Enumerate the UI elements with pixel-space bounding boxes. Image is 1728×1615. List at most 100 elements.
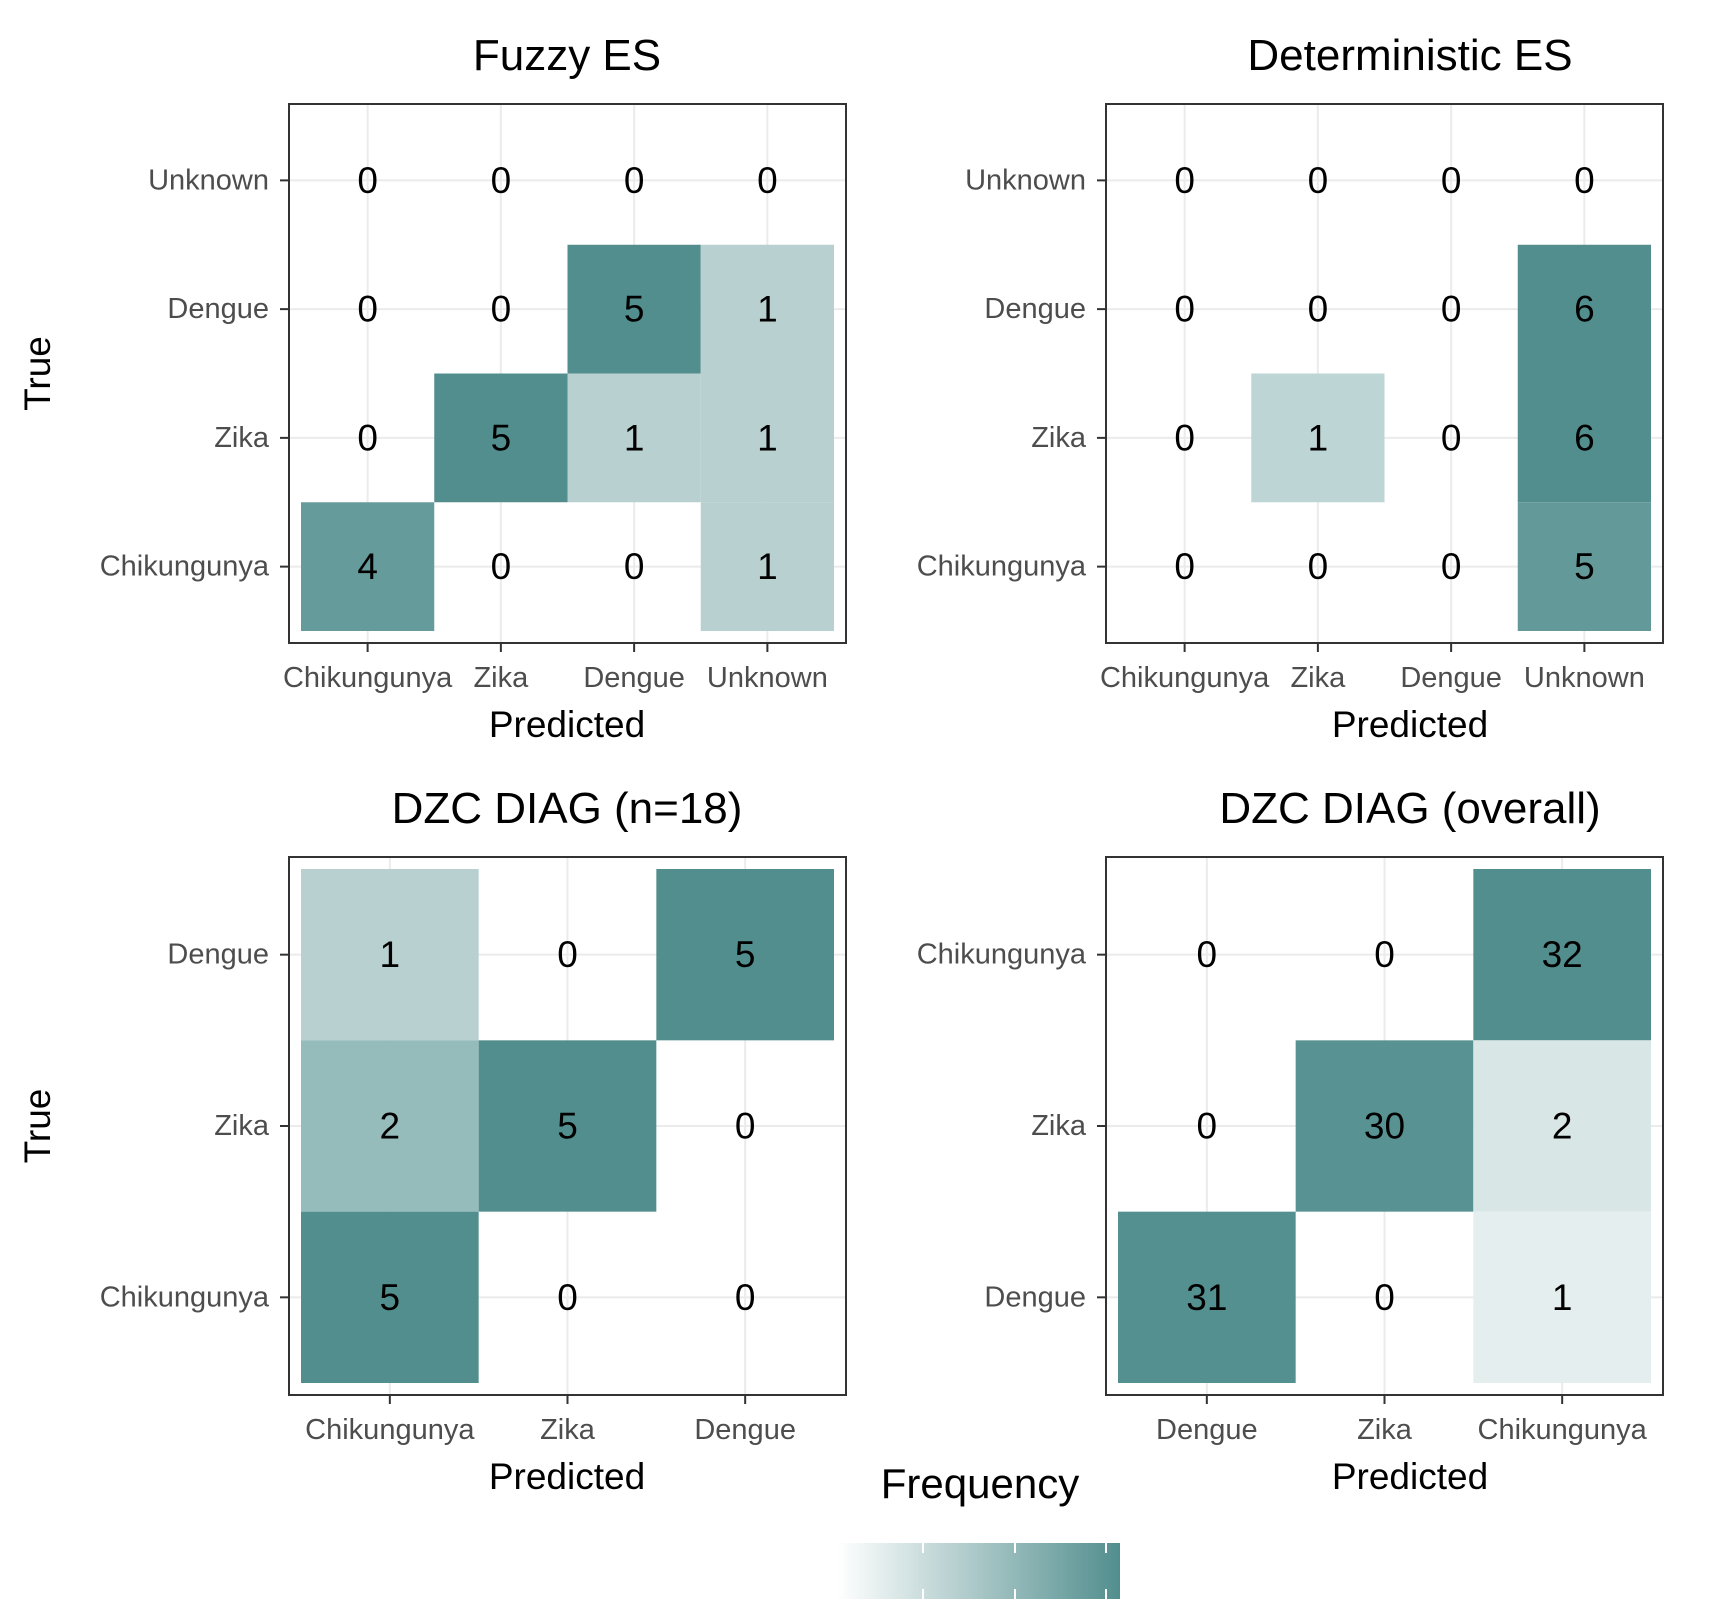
heatmap-tile-zika-unknown: [1517, 373, 1651, 503]
heatmap-tile-dengue-dengue: [1118, 1211, 1296, 1383]
cell-value-label: 0: [557, 934, 578, 975]
cell-value-label: 0: [357, 160, 378, 201]
cell-value-label: 1: [757, 546, 778, 587]
x-tick-label: Unknown: [707, 662, 828, 694]
y-tick-label: Chikungunya: [917, 551, 1087, 583]
heatmap-tile-zika-chikungunya: [301, 1040, 479, 1212]
x-tick-label: Chikungunya: [1100, 662, 1270, 694]
panel-border: [1105, 103, 1664, 644]
heatmap-tile-chikungunya-unknown: [700, 502, 834, 631]
panel-dzc-diag-n18: 1 0 5 2 5 0 5 0 0 Chikungunya Zika Dengue Chikunguny…: [17, 784, 847, 1497]
cell-value-label: 0: [1574, 160, 1595, 201]
cell-value-label: 6: [1574, 289, 1595, 330]
cell-value-label: 0: [1441, 546, 1462, 587]
heatmap-tile-dengue-chikungunya: [301, 869, 479, 1041]
cell-value-label: 0: [1174, 160, 1195, 201]
cell-value-label: 0: [735, 1277, 756, 1318]
y-tick-label: Chikungunya: [100, 1281, 270, 1313]
y-tick-label: Zika: [214, 1110, 270, 1142]
y-tick-label: Zika: [1031, 1110, 1087, 1142]
heatmap-tile-zika-zika: [478, 1040, 657, 1212]
heatmap-tile-chikungunya-unknown: [1517, 502, 1651, 631]
panel-title: DZC DIAG (overall): [1219, 784, 1600, 833]
heatmap-tile-zika-zika: [434, 373, 568, 503]
legend-title: Frequency: [881, 1460, 1079, 1507]
x-tick-label: Dengue: [583, 662, 685, 694]
cell-value-label: 0: [1441, 289, 1462, 330]
cell-value-label: 0: [1174, 417, 1195, 458]
cell-value-label: 0: [1197, 1106, 1218, 1147]
cell-value-label: 5: [624, 289, 645, 330]
cell-value-label: 1: [1308, 417, 1329, 458]
cell-value-label: 0: [735, 1106, 756, 1147]
x-tick-label: Zika: [1357, 1414, 1413, 1446]
cell-value-label: 0: [357, 289, 378, 330]
cell-value-label: 31: [1186, 1277, 1227, 1318]
cell-value-label: 0: [624, 546, 645, 587]
panel-dzc-diag-overall: 0 0 32 0 30 2 31 0 1 Dengue Zika Chikungunya Dengue Z…: [917, 784, 1664, 1497]
cell-value-label: 0: [1197, 934, 1218, 975]
cell-value-label: 0: [557, 1277, 578, 1318]
legend-colorbar: [838, 1543, 1120, 1599]
y-tick-label: Unknown: [148, 164, 269, 196]
cell-value-label: 1: [380, 934, 401, 975]
cell-value-label: 0: [1308, 289, 1329, 330]
cell-value-label: 0: [1374, 1277, 1395, 1318]
cell-value-label: 0: [757, 160, 778, 201]
x-tick-label: Chikungunya: [283, 662, 453, 694]
y-axis-title: True: [17, 1089, 58, 1164]
cell-value-label: 0: [624, 160, 645, 201]
panel-border: [288, 103, 847, 644]
cell-value-label: 1: [624, 417, 645, 458]
y-tick-label: Unknown: [965, 164, 1086, 196]
y-tick-label: Dengue: [167, 939, 269, 971]
y-tick-label: Dengue: [984, 1281, 1086, 1313]
cell-value-label: 2: [380, 1106, 401, 1147]
cell-value-label: 0: [491, 160, 512, 201]
x-tick-label: Zika: [540, 1414, 596, 1446]
heatmap-tile-dengue-unknown: [700, 244, 834, 374]
panel-title: DZC DIAG (n=18): [392, 784, 743, 833]
x-tick-label: Chikungunya: [1478, 1414, 1648, 1446]
cell-value-label: 2: [1552, 1106, 1573, 1147]
heatmap-tile-zika-chikungunya: [1473, 1040, 1651, 1212]
heatmap-tile-dengue-chikungunya: [1473, 1211, 1651, 1383]
panel-title: Fuzzy ES: [473, 31, 661, 80]
heatmap-tile-dengue-unknown: [1517, 244, 1651, 374]
legend: Frequency: [838, 1460, 1120, 1599]
cell-value-label: 0: [1374, 934, 1395, 975]
heatmap-tile-zika-zika: [1295, 1040, 1474, 1212]
y-tick-label: Zika: [1031, 422, 1087, 454]
heatmap-tile-dengue-dengue: [567, 244, 701, 374]
cell-value-label: 0: [491, 289, 512, 330]
x-tick-label: Zika: [1290, 662, 1346, 694]
x-tick-label: Chikungunya: [305, 1414, 475, 1446]
x-tick-label: Dengue: [1156, 1414, 1258, 1446]
heatmap-tile-zika-dengue: [567, 373, 701, 503]
cell-value-label: 0: [1174, 546, 1195, 587]
y-tick-label: Chikungunya: [917, 939, 1087, 971]
y-tick-label: Zika: [214, 422, 270, 454]
heatmap-tile-chikungunya-chikungunya: [301, 1211, 479, 1383]
cell-value-label: 1: [1552, 1277, 1573, 1318]
y-axis-title: True: [17, 336, 58, 411]
heatmap-tile-dengue-dengue: [656, 869, 834, 1041]
cell-value-label: 30: [1364, 1106, 1405, 1147]
panel-title: Deterministic ES: [1247, 31, 1572, 80]
cell-value-label: 5: [491, 417, 512, 458]
heatmap-tile-zika-zika: [1251, 373, 1385, 503]
x-tick-label: Dengue: [694, 1414, 796, 1446]
x-tick-label: Zika: [473, 662, 529, 694]
heatmap-tile-chikungunya-chikungunya: [301, 502, 435, 631]
cell-value-label: 5: [1574, 546, 1595, 587]
heatmap-tile-zika-unknown: [700, 373, 834, 503]
x-axis-title: Predicted: [1332, 704, 1488, 745]
cell-value-label: 5: [735, 934, 756, 975]
cell-value-label: 0: [1308, 160, 1329, 201]
cell-value-label: 6: [1574, 417, 1595, 458]
cell-value-label: 32: [1542, 934, 1583, 975]
cell-value-label: 1: [757, 417, 778, 458]
cell-value-label: 5: [557, 1106, 578, 1147]
